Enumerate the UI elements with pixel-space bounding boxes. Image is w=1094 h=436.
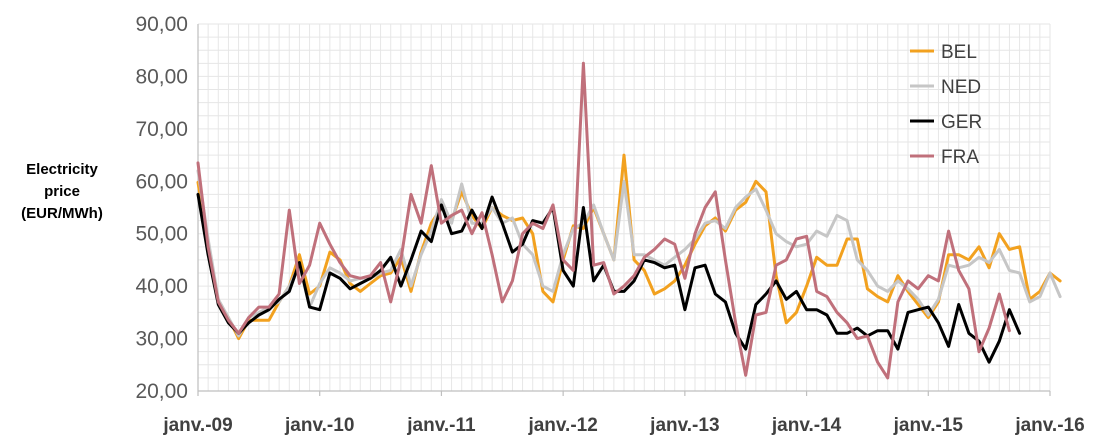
x-tick-label: janv.-09 [162, 415, 232, 436]
y-tick-label: 60,00 [135, 170, 188, 193]
x-tick-label: janv.-11 [406, 415, 476, 436]
y-axis-label-line: price [44, 183, 80, 200]
x-tick-label: janv.-15 [893, 415, 964, 436]
y-tick-label: 70,00 [135, 118, 188, 141]
series-lines [196, 61, 1062, 380]
y-tick-label: 50,00 [135, 223, 188, 246]
y-tick-label: 30,00 [135, 328, 188, 351]
x-tick-label: janv.-10 [284, 415, 354, 436]
series-line-ned [196, 169, 1062, 338]
y-tick-labels: 20,00 30,00 40,00 50,00 60,00 70,00 80,00 90,00 [135, 13, 188, 403]
x-tick-label: janv.-14 [771, 415, 842, 436]
legend-label-fra: FRA [941, 147, 979, 168]
x-tick-label: janv.-16 [1014, 415, 1084, 436]
y-tick-label: 90,00 [135, 13, 188, 36]
series-line-fra [196, 61, 1011, 380]
x-tick-labels: janv.-09 janv.-10 janv.-11 janv.-12 janv.-13… [162, 391, 1085, 436]
grid-lines [197, 23, 1051, 392]
legend-label-bel: BEL [941, 42, 977, 63]
y-axis-label-line: (EUR/MWh) [21, 205, 103, 222]
legend-label-ger: GER [941, 112, 982, 133]
axes [197, 24, 1050, 392]
y-axis-label-line: Electricity [26, 161, 98, 178]
x-tick-label: janv.-12 [527, 415, 597, 436]
y-tick-label: 40,00 [135, 275, 188, 298]
x-tick-label: janv.-13 [649, 415, 719, 436]
y-tick-label: 80,00 [135, 65, 188, 88]
legend-label-ned: NED [941, 77, 981, 98]
legend: BEL NED GER FRA [910, 42, 982, 168]
y-tick-label: 20,00 [135, 380, 188, 403]
y-axis-label: Electricity price (EUR/MWh) [21, 161, 103, 222]
